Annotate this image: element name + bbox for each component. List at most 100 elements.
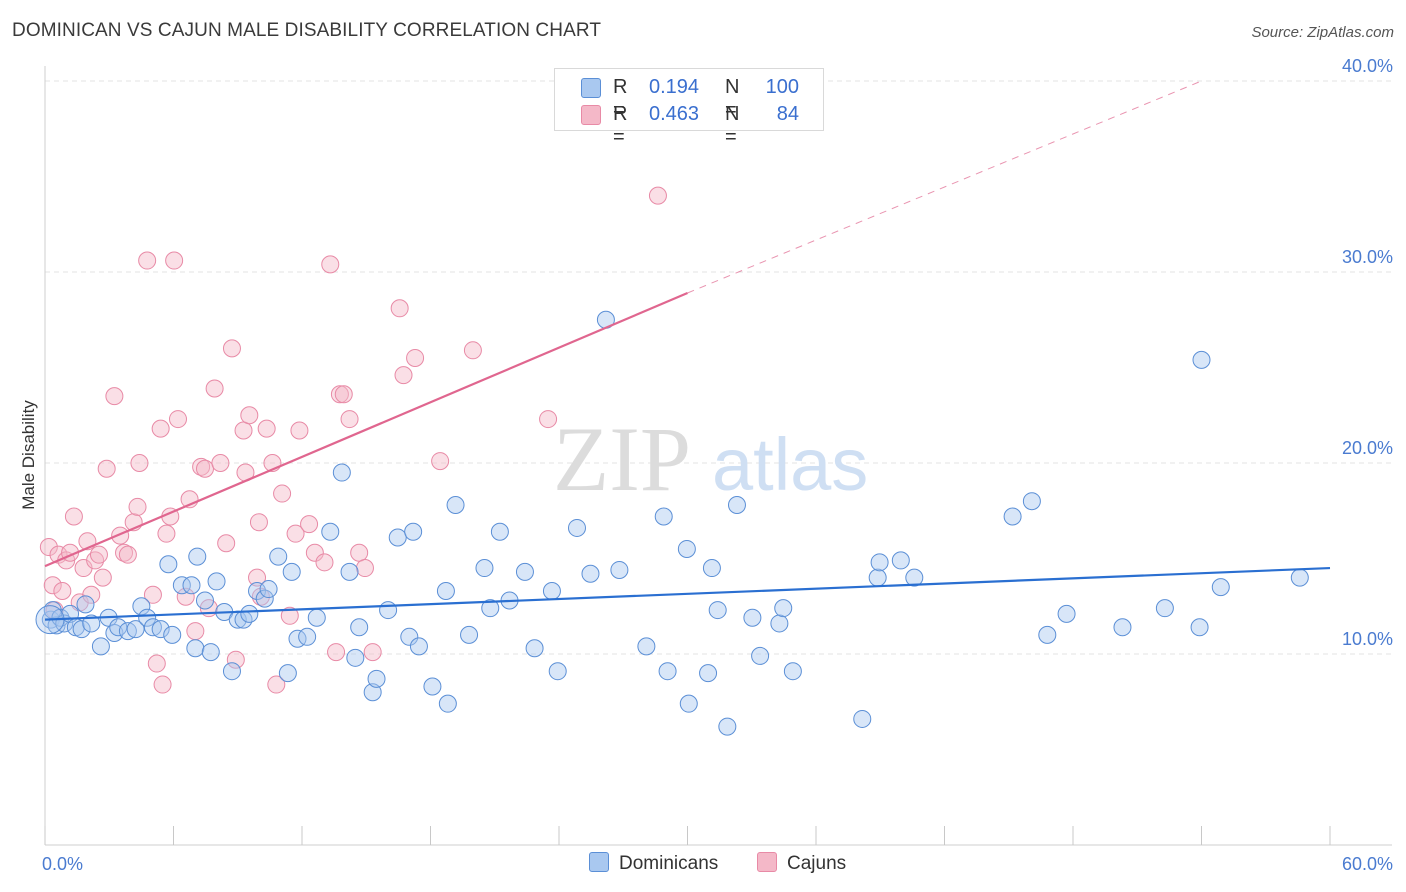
- dominican-point: [195, 591, 214, 610]
- legend-n-label: N =: [725, 76, 740, 121]
- cajun-point: [226, 650, 245, 669]
- dominican-point: [567, 518, 586, 537]
- dominican-point: [118, 622, 137, 641]
- dominican-point: [298, 627, 317, 646]
- dominican-point: [1057, 604, 1076, 623]
- chart-title: DOMINICAN VS CAJUN MALE DISABILITY CORRE…: [12, 20, 602, 41]
- cajun-point: [153, 675, 172, 694]
- dominican-point: [475, 559, 494, 578]
- cajun-point: [305, 543, 324, 562]
- dominican-point: [72, 620, 91, 639]
- dominican-point: [321, 522, 340, 541]
- cajun-point: [431, 452, 450, 471]
- dominican-point: [182, 576, 201, 595]
- dominican-point: [404, 522, 423, 541]
- cajun-point: [390, 299, 409, 318]
- cajun-point: [93, 568, 112, 587]
- dominican-point: [240, 604, 259, 623]
- dominican-point: [751, 646, 770, 665]
- bottom-legend-dominicans: Dominicans: [589, 852, 718, 875]
- cajun-point: [143, 585, 162, 604]
- cajun-point: [340, 410, 359, 429]
- legend-r-label: R =: [613, 103, 628, 148]
- cajun-point: [64, 507, 83, 526]
- cajun-point: [211, 454, 230, 472]
- cajun-point: [290, 421, 309, 440]
- watermark-zip: ZIP: [553, 408, 691, 510]
- x-tick-label: 0.0%: [42, 854, 83, 874]
- legend-n-value: 100: [765, 76, 799, 98]
- dominicans-points: [35, 310, 1309, 736]
- cajun-point: [82, 585, 101, 604]
- trend-lines: [44, 80, 1331, 621]
- dominican-point: [82, 614, 101, 633]
- cajun-point: [157, 524, 176, 543]
- dominican-point: [109, 618, 128, 637]
- dominican-point: [581, 564, 600, 583]
- cajun-point: [327, 643, 346, 662]
- source-label: Source: ZipAtlas.com: [1251, 24, 1394, 41]
- cajun-point: [273, 484, 292, 503]
- cajun-point: [186, 622, 205, 641]
- dominican-point: [658, 662, 677, 681]
- cajun-point: [539, 410, 558, 429]
- dominican-point: [891, 551, 910, 570]
- dominican-point: [222, 662, 241, 681]
- cajuns-swatch: [581, 105, 601, 125]
- dominican-point: [172, 576, 191, 595]
- cajun-point: [394, 366, 413, 385]
- cajun-point: [249, 513, 268, 532]
- y-tick-label: 40.0%: [1342, 56, 1393, 76]
- bottom-legend-cajuns: Cajuns: [757, 852, 846, 875]
- cajun-point: [97, 459, 116, 478]
- dominicans-swatch: [581, 78, 601, 98]
- cajun-point: [147, 654, 166, 673]
- cajun-point: [89, 545, 108, 564]
- dominican-point: [255, 589, 274, 608]
- x-tick-labels: 0.0% 60.0%: [42, 854, 1393, 874]
- dominican-point: [1290, 568, 1309, 587]
- dominican-point: [367, 669, 386, 688]
- cajuns-swatch: [757, 852, 777, 872]
- dominican-point: [438, 694, 457, 713]
- dominican-point: [743, 608, 762, 627]
- axes: [44, 66, 1392, 846]
- cajun-point: [248, 568, 267, 587]
- dominican-point: [207, 572, 226, 591]
- cajun-point: [195, 459, 214, 478]
- dominican-point: [143, 618, 162, 637]
- dominican-point: [783, 662, 802, 681]
- dominican-point: [679, 694, 698, 713]
- dominican-point: [525, 639, 544, 658]
- watermark: ZIP atlas: [553, 408, 868, 510]
- dominican-point: [126, 620, 145, 639]
- x-tick-label: 60.0%: [1342, 854, 1393, 874]
- cajun-point: [300, 515, 319, 534]
- cajun-point: [53, 581, 72, 600]
- cajun-point: [176, 587, 195, 606]
- cajun-point: [315, 553, 334, 572]
- dominican-point: [76, 595, 95, 614]
- cajun-point: [168, 410, 187, 429]
- y-tick-label: 30.0%: [1342, 247, 1393, 267]
- cajun-point: [321, 255, 340, 274]
- dominican-point: [388, 528, 407, 547]
- cajun-point: [280, 606, 299, 625]
- dominicans-swatch: [589, 852, 609, 872]
- dominican-point: [490, 522, 509, 541]
- cajun-point: [648, 186, 667, 205]
- dominican-point: [1190, 618, 1209, 637]
- cajun-point: [355, 559, 374, 578]
- dominican-point: [905, 568, 924, 587]
- dominican-point: [542, 581, 561, 600]
- dominican-point: [248, 581, 267, 600]
- cajun-point: [257, 419, 276, 438]
- dominican-point: [363, 683, 382, 702]
- cajun-point: [43, 576, 62, 595]
- dominican-point: [654, 507, 673, 526]
- cajun-point: [165, 251, 184, 270]
- dominican-point: [460, 625, 479, 644]
- dominican-point: [699, 664, 718, 683]
- dominican-point: [423, 677, 442, 696]
